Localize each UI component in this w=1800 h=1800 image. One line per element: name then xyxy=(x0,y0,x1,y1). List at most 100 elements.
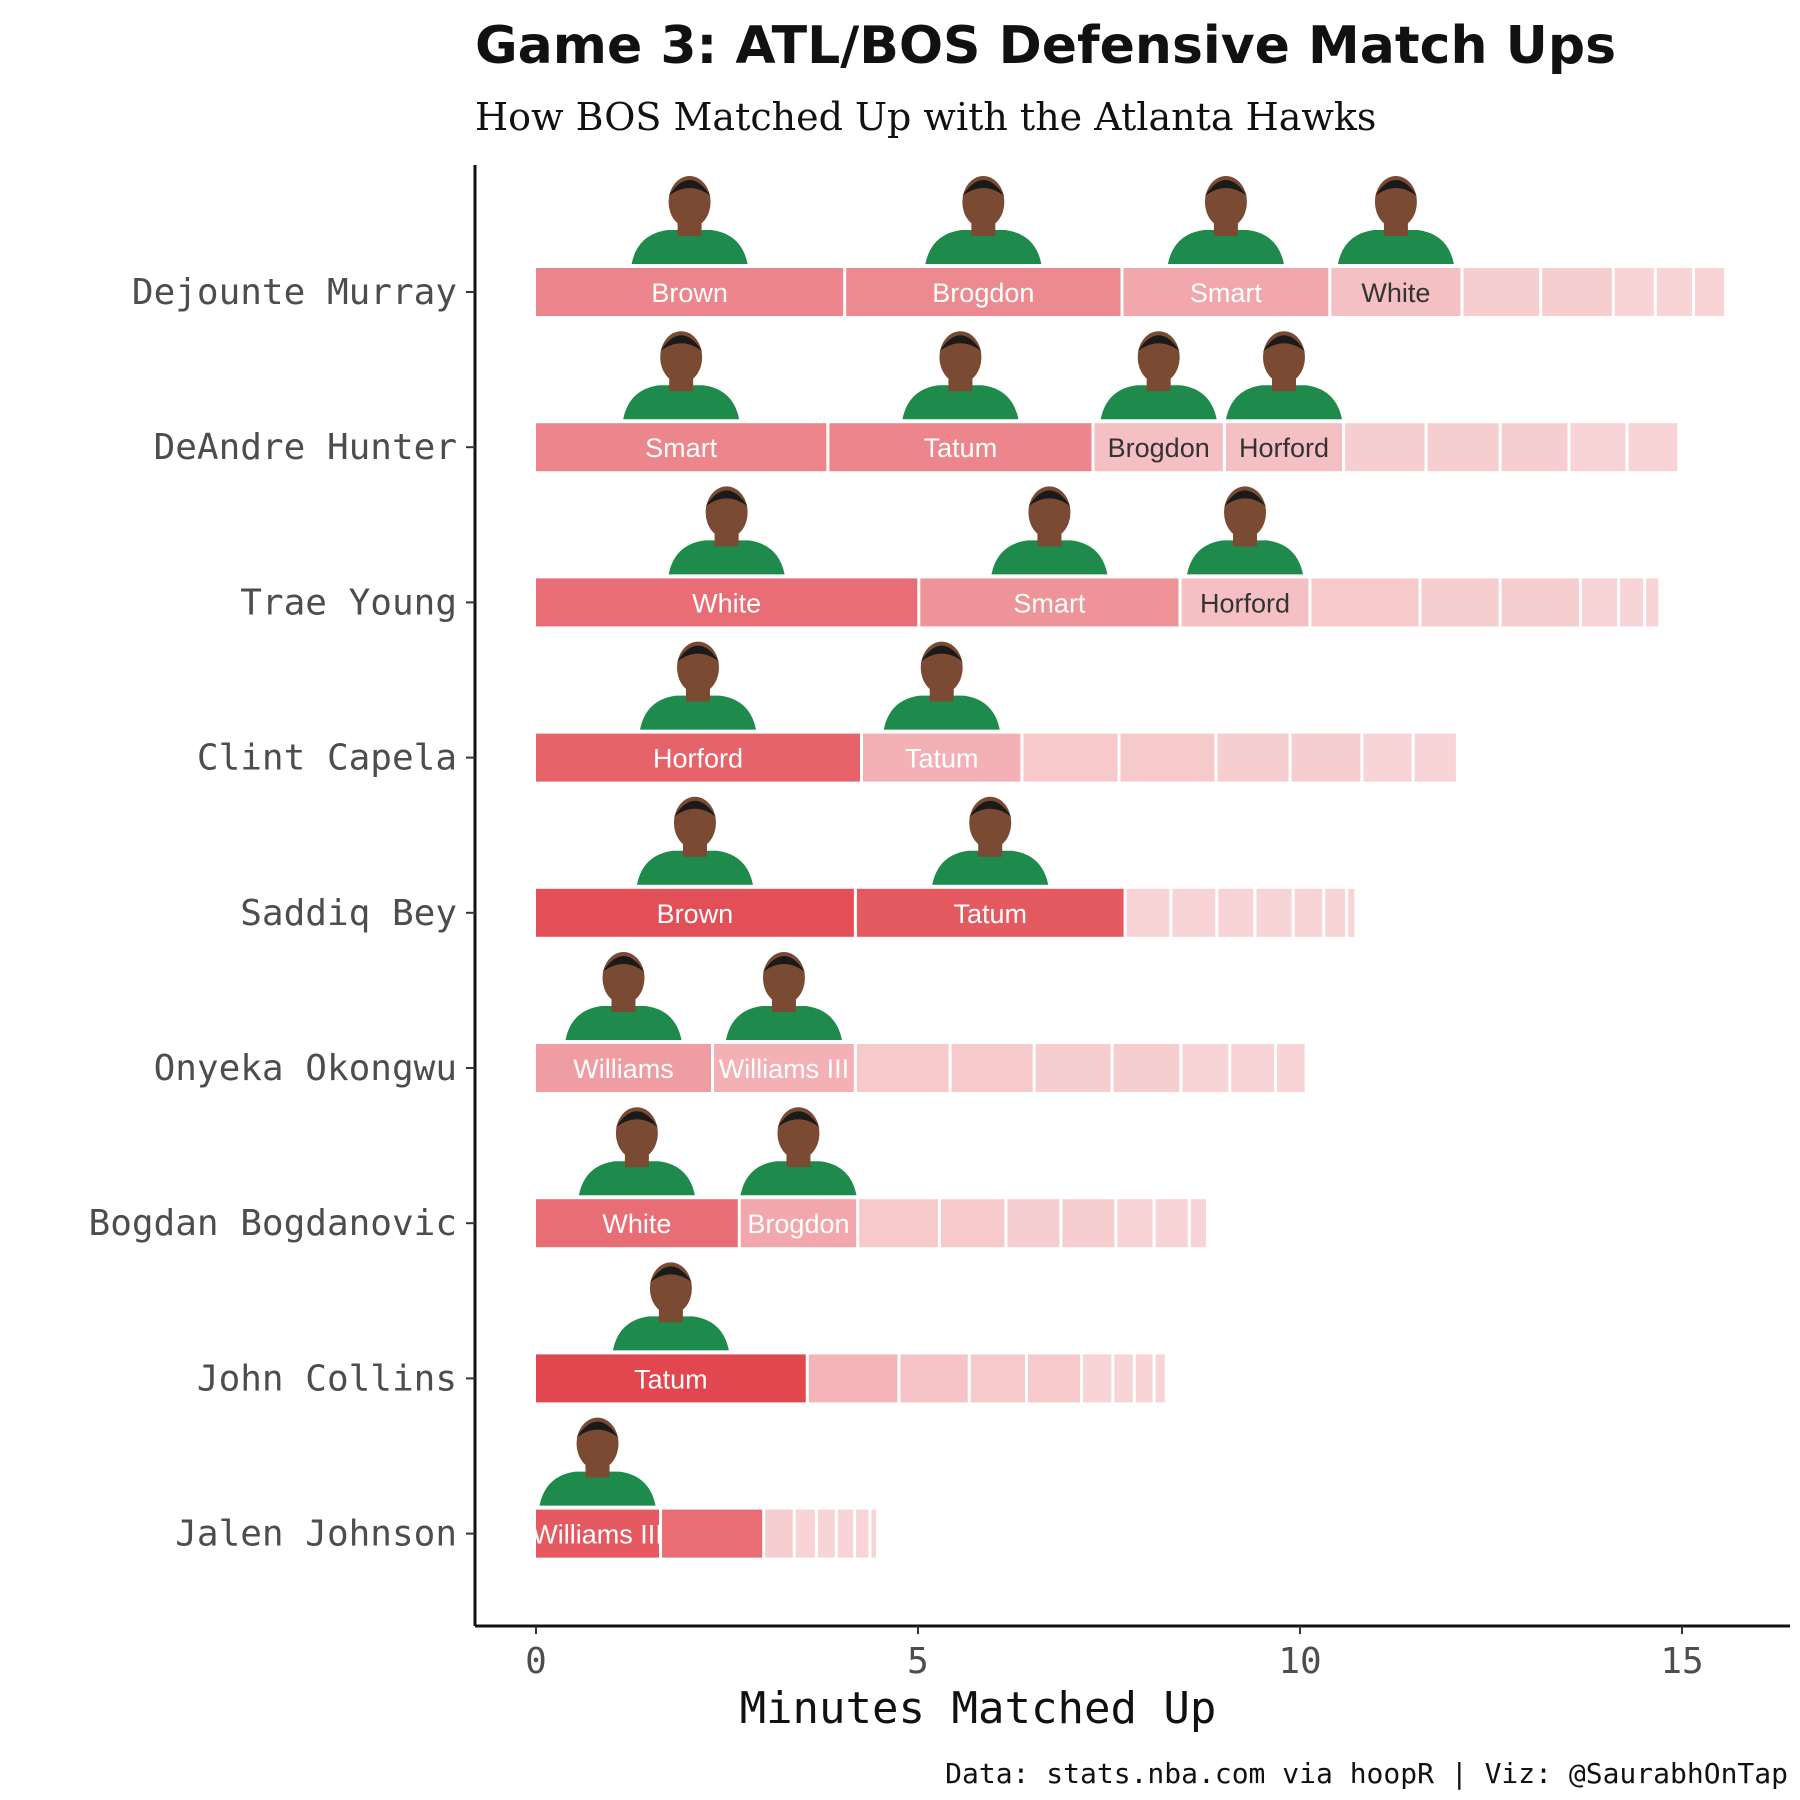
bar-segment xyxy=(856,1044,949,1092)
bar-segment xyxy=(862,733,1021,782)
x-axis: 0 5 10 15 xyxy=(525,1626,1704,1682)
bar-segment xyxy=(900,1354,968,1403)
bar-segment xyxy=(1256,888,1292,937)
hair-shape xyxy=(939,335,982,352)
jersey-shape xyxy=(1167,230,1284,264)
bar-segment xyxy=(1501,423,1568,472)
bar-segment xyxy=(1646,578,1659,627)
hair-shape xyxy=(1204,180,1247,196)
segment-label: Williams xyxy=(573,1054,674,1084)
bar-segment xyxy=(1155,1199,1188,1248)
bar-segment xyxy=(1190,1199,1207,1248)
bar-segment xyxy=(1225,423,1343,472)
bar-segment xyxy=(1325,888,1346,937)
segment-label: White xyxy=(602,1209,671,1239)
hair-shape xyxy=(920,645,963,662)
hair-shape xyxy=(705,490,748,507)
defender-headshot xyxy=(565,952,682,1040)
bar-segment xyxy=(795,1509,815,1558)
bar-segment xyxy=(1421,578,1499,627)
segment-label: Tatum xyxy=(924,433,998,463)
y-tick-label: Onyeka Okongwu xyxy=(154,1048,457,1089)
x-tick-label: 5 xyxy=(907,1641,929,1682)
bar-segment xyxy=(1113,1044,1180,1092)
jersey-shape xyxy=(1337,230,1454,264)
defender-headshot xyxy=(623,331,740,420)
defender-headshot xyxy=(1337,176,1454,264)
bar-segment xyxy=(536,1199,738,1248)
bar-segment xyxy=(1062,1199,1115,1248)
y-tick-label: Saddiq Bey xyxy=(240,893,457,934)
jersey-shape xyxy=(932,850,1049,885)
y-tick-label: Jalen Johnson xyxy=(175,1514,457,1555)
bar-segment xyxy=(1094,423,1223,472)
jersey-shape xyxy=(639,695,756,730)
bar-segment xyxy=(1620,578,1644,627)
bar-row: Smart Tatum Brogdon Horford xyxy=(536,331,1678,472)
defender-headshot xyxy=(1167,176,1284,264)
x-axis-title: Minutes Matched Up xyxy=(740,1683,1217,1734)
hair-shape xyxy=(962,180,1005,196)
bar-segment xyxy=(1277,1044,1305,1092)
defender-headshot xyxy=(932,796,1049,885)
bar-segment xyxy=(1028,1354,1081,1403)
defender-headshot xyxy=(668,486,785,575)
hair-shape xyxy=(1262,335,1305,352)
bar-segment xyxy=(1348,888,1355,937)
bar-segment xyxy=(817,1509,835,1558)
segment-label: Williams III xyxy=(719,1054,850,1084)
bar-segment xyxy=(536,578,918,627)
hair-shape xyxy=(969,800,1012,817)
defender-headshot xyxy=(1187,486,1304,575)
bar-segment xyxy=(871,1509,877,1558)
bar-row: White Brogdon xyxy=(536,1107,1207,1248)
hair-shape xyxy=(762,956,805,972)
bar-segment xyxy=(837,1509,854,1558)
bar-segment xyxy=(1231,1044,1275,1092)
jersey-shape xyxy=(631,230,748,264)
y-tick-label: Bogdan Bogdanovic xyxy=(89,1203,457,1244)
bar-segment xyxy=(1182,1044,1229,1092)
chart-title: Game 3: ATL/BOS Defensive Match Ups xyxy=(475,16,1616,76)
jersey-shape xyxy=(1100,385,1217,420)
bar-segment xyxy=(1345,423,1425,472)
defender-headshot xyxy=(902,331,1019,420)
bar-segment xyxy=(1135,1354,1153,1403)
defender-headshot xyxy=(631,176,748,264)
jersey-shape xyxy=(991,540,1108,575)
defender-headshot xyxy=(740,1107,857,1196)
bar-segment xyxy=(1023,733,1118,782)
bar-segment xyxy=(1123,268,1329,316)
jersey-shape xyxy=(883,695,1000,730)
bar-segment xyxy=(1331,268,1461,316)
segment-label: Horford xyxy=(653,744,743,774)
defender-headshot xyxy=(991,486,1108,575)
hair-shape xyxy=(649,1266,692,1283)
jersey-shape xyxy=(1225,385,1342,420)
y-tick-label: Dejounte Murray xyxy=(132,272,457,313)
jersey-shape xyxy=(925,230,1042,264)
bar-segment xyxy=(1217,733,1289,782)
bar-row: Horford Tatum xyxy=(536,641,1456,782)
bar-segment xyxy=(859,1199,938,1248)
bar-row: Brown Brogdon Smart White xyxy=(536,176,1725,316)
bar-segment xyxy=(1656,268,1692,316)
defender-headshot xyxy=(925,176,1042,264)
jersey-shape xyxy=(539,1471,656,1506)
bar-segment xyxy=(1614,268,1654,316)
bar-segment xyxy=(1694,268,1725,316)
bar-segment xyxy=(1114,1354,1133,1403)
chart-subtitle: How BOS Matched Up with the Atlanta Hawk… xyxy=(475,95,1376,139)
segment-label: Smart xyxy=(1190,278,1263,308)
defender-headshot xyxy=(639,641,756,730)
hair-shape xyxy=(668,180,711,196)
segment-label: Smart xyxy=(1013,588,1086,618)
segment-label: Horford xyxy=(1200,588,1290,618)
bar-segment xyxy=(1570,423,1626,472)
defender-headshot xyxy=(612,1262,729,1351)
bar-segment xyxy=(1628,423,1678,472)
jersey-shape xyxy=(636,850,753,885)
bar-segment xyxy=(856,888,1124,937)
x-tick-label: 10 xyxy=(1278,1641,1321,1682)
